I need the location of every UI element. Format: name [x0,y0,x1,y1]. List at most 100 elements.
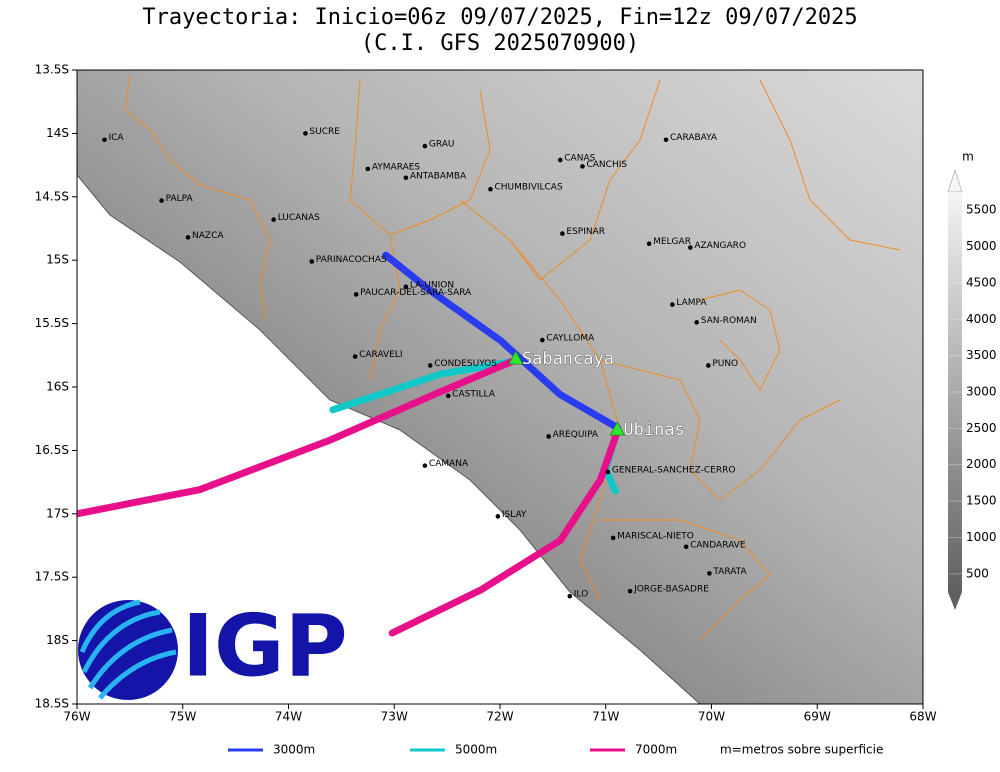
place-label: PALPA [166,194,194,204]
place-marker [309,259,315,264]
colorbar-bottom [948,592,962,610]
place-label: CARABAYA [670,133,718,143]
colorbar-scale [948,192,962,592]
place-marker [557,157,563,163]
colorbar-unit: m [962,150,974,164]
place-label: LAMPA [676,298,707,308]
logo-text: IGP [182,596,348,696]
y-tick-label: 15.5S [35,316,69,330]
x-tick-label: 72W [486,710,513,724]
place-marker [706,363,711,368]
volcano-marker [508,350,524,365]
place-label: LA-UNION [410,280,454,290]
place-marker [427,363,433,368]
y-tick-label: 18.5S [35,697,69,711]
place-label: CANDARAVE [690,540,746,550]
place-label: CARAVELI [359,350,402,360]
place-label: MARISCAL-NIETO [617,531,694,541]
place-label: CONDESUYOS [434,359,497,369]
place-label: PARINACOCHAS [316,255,387,265]
place-label: CHUMBIVILCAS [494,183,562,193]
place-label: CANCHIS [586,160,627,170]
place-marker [495,514,501,519]
place-label: LUCANAS [278,213,320,223]
colorbar-label: 4500 [966,275,997,289]
colorbar-label: 3000 [966,385,997,399]
place-marker [185,235,191,240]
x-tick-label: 75W [169,710,196,724]
place-marker [540,337,545,343]
place-label: CANAS [564,154,595,164]
legend-label: 7000m [635,743,677,757]
place-marker [422,143,428,149]
x-tick-label: 73W [381,710,408,724]
colorbar-label: 4000 [966,312,997,326]
y-tick-label: 14.5S [35,189,69,203]
colorbar: m 500 1000 1500 2000 2500 3000 3500 4000 4500 500… [947,150,997,610]
trajectory [388,427,621,637]
place-marker [352,354,358,359]
place-label: AYMARAES [372,162,421,172]
logo: IGP [78,596,348,700]
subtitle: (C.I. GFS 2025070900) [361,31,639,56]
place-marker [271,217,276,222]
volcano-marker [609,421,626,436]
x-tick-label: 71W [592,710,619,724]
place-label: CASTILLA [452,389,496,399]
place-label: GRAU [429,140,455,150]
place-marker [627,588,633,594]
place-marker [580,164,585,169]
place-marker [683,544,689,550]
place-marker [353,292,359,297]
x-tick-label: 68W [909,710,936,724]
trajectory [382,251,621,432]
y-tick-label: 14S [46,126,69,140]
colorbar-label: 2500 [966,421,997,435]
place-label: ANTABAMBA [410,171,467,181]
y-tick-label: 15S [46,253,69,267]
volcano-label: Ubinas [623,420,684,440]
y-tick-label: 16S [46,380,69,394]
place-marker [159,198,164,203]
place-label: SUCRE [309,127,340,137]
legend-note: m=metros sobre superficie [720,743,883,757]
volcano-label: Sabancaya [522,349,614,369]
place-label: TARATA [712,567,747,577]
trajectory [329,358,516,414]
place-marker [546,434,551,439]
place-label: ESPINAR [566,227,605,237]
place-label: CAYLLOMA [546,334,595,344]
place-label: AREQUIPA [553,430,599,440]
y-tick-label: 16.5S [35,443,69,457]
place-label: AZANGARO [694,241,746,251]
y-tick-label: 17S [46,506,69,520]
place-label: ILO [574,590,588,600]
place-marker [102,137,107,143]
coastline [77,174,701,704]
x-tick-label: 76W [63,710,90,724]
place-marker [365,166,371,172]
trajectories [77,251,621,637]
colorbar-top [947,169,963,193]
place-label: GENERAL-SANCHEZ-CERRO [612,465,736,475]
place-marker [694,320,699,325]
x-tick-label: 70W [698,710,725,724]
y-tick-label: 13.5S [35,63,69,77]
colorbar-label: 1000 [966,530,997,544]
y-tick-label: 17.5S [35,570,69,584]
colorbar-label: 5500 [966,203,997,217]
axes: 76W 75W 74W 73W 72W 71W 70W 69W 68W 13.5S 14S 14.5S… [35,63,937,724]
place-marker [646,241,652,247]
place-marker [403,284,409,290]
colorbar-label: 500 [966,566,989,580]
place-marker [303,131,308,136]
legend-label: 3000m [273,743,315,757]
place-marker [670,302,675,307]
place-marker [567,593,573,599]
colorbar-label: 5000 [966,239,997,253]
place-label: JORGE-BASADRE [633,585,709,595]
place-label: ICA [108,133,124,143]
